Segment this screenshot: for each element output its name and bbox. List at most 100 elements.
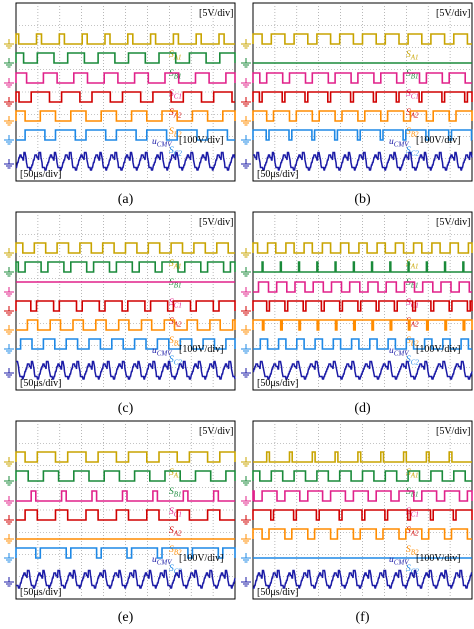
channel-label-subscript: A1: [410, 54, 419, 62]
channel-label-subscript: A2: [173, 321, 182, 329]
ground-icon: [4, 58, 14, 68]
trace-s-c1: [252, 72, 472, 84]
ground-icon: [4, 39, 14, 49]
channel-label: SC2: [406, 355, 419, 367]
channel-label: SA2: [406, 108, 419, 120]
panel-caption: (c): [118, 401, 134, 416]
channel-label-subscript: B1: [174, 491, 182, 499]
channel-label-main: S: [169, 526, 174, 536]
voltage-scale-label: [5V/div]: [199, 217, 233, 228]
channel-label: SC1: [406, 89, 419, 101]
channel-label-subscript: CMV: [157, 141, 173, 149]
channel-label-subscript: CMV: [394, 141, 410, 149]
trace-s-c1: [16, 490, 235, 502]
trace-s-b1: [252, 470, 472, 482]
ground-icon: [241, 344, 251, 354]
channel-label: uCMV: [389, 555, 409, 567]
trace-s-b1: [15, 261, 236, 273]
trace-s-a2: [15, 300, 236, 312]
voltage-scale-label: [5V/div]: [199, 8, 233, 19]
channel-label-subscript: CMV: [157, 350, 173, 358]
ground-icon: [241, 515, 251, 525]
channel-label-main: S: [406, 127, 411, 137]
voltage-scale-label: [5V/div]: [199, 426, 233, 437]
trace-s-b2: [252, 528, 472, 540]
ground-icon: [4, 78, 14, 88]
channel-label-subscript: B2: [411, 340, 419, 348]
ground-icon: [241, 553, 251, 563]
cmv-scale-label: [100V/div]: [179, 135, 223, 146]
channel-label-subscript: A1: [173, 263, 182, 271]
ground-icon: [241, 325, 251, 335]
trace-s-c2: [252, 129, 473, 141]
trace-s-b1: [15, 52, 236, 64]
channel-label-main: u: [152, 555, 157, 565]
ground-icon: [4, 476, 14, 486]
channel-label-main: S: [406, 278, 411, 288]
ground-icon: [241, 78, 251, 88]
channel-label-subscript: B2: [411, 549, 419, 557]
channel-label-subscript: C2: [411, 359, 420, 367]
panel-caption: (e): [118, 610, 134, 625]
ground-icon: [241, 534, 251, 544]
channel-label-main: S: [406, 50, 411, 60]
trace-s-b2: [15, 110, 236, 122]
channel-label: SA1: [169, 468, 182, 480]
ground-icon: [4, 534, 14, 544]
channel-label-main: S: [169, 507, 174, 517]
ground-icon: [241, 135, 251, 145]
time-scale-label: [50μs/div]: [20, 587, 61, 598]
ground-icon: [241, 287, 251, 297]
voltage-scale-label: [5V/div]: [436, 8, 470, 19]
ground-icon: [241, 577, 251, 587]
channel-label-main: S: [169, 468, 174, 478]
channel-label-main: u: [389, 346, 394, 356]
ground-icon: [4, 97, 14, 107]
channel-label-subscript: A1: [410, 263, 419, 271]
channel-label: SB2: [406, 127, 419, 139]
channel-label-subscript: B2: [174, 340, 182, 348]
trace-s-b2: [252, 110, 473, 122]
scope-panel-5: SA1SB1SC1SA2SB2SC2uCMV[5V/div][100V/div]…: [4, 420, 236, 625]
channel-label-subscript: C1: [174, 93, 182, 101]
channel-label: SC2: [169, 355, 182, 367]
channel-label-main: S: [406, 526, 411, 536]
channel-label-main: S: [406, 564, 411, 574]
ground-icon: [241, 267, 251, 277]
trace-u-cmv: [15, 151, 236, 171]
ground-icon: [241, 368, 251, 378]
channel-label-main: S: [406, 146, 411, 156]
channel-label: SC2: [169, 564, 182, 576]
trace-s-c2: [16, 338, 236, 350]
channel-label-main: u: [389, 137, 394, 147]
channel-label-subscript: CMV: [394, 559, 410, 567]
voltage-scale-label: [5V/div]: [436, 217, 470, 228]
scope-panel-1: SA1SB1SC1SA2SB2SC2uCMV[5V/div][100V/div]…: [4, 2, 236, 207]
channel-label: SC2: [169, 146, 182, 158]
channel-label-subscript: B1: [411, 491, 419, 499]
time-scale-label: [50μs/div]: [257, 169, 298, 180]
channel-label-main: S: [406, 355, 411, 365]
trace-s-b1: [253, 261, 472, 273]
panel-caption: (d): [354, 401, 371, 416]
channel-label: SB2: [169, 545, 182, 557]
trace-s-a2: [16, 509, 235, 521]
trace-s-a2: [15, 91, 235, 103]
channel-label-main: S: [169, 259, 174, 269]
channel-label-main: S: [169, 298, 174, 308]
channel-label-main: S: [169, 317, 174, 327]
channel-label-main: S: [169, 146, 174, 156]
channel-label-main: S: [169, 127, 174, 137]
channel-label-subscript: A2: [410, 321, 419, 329]
channel-label-subscript: C2: [411, 150, 420, 158]
time-scale-label: [50μs/div]: [257, 587, 298, 598]
channel-label-main: S: [406, 545, 411, 555]
channel-label-main: S: [169, 108, 174, 118]
cmv-scale-label: [100V/div]: [179, 344, 223, 355]
ground-icon: [4, 267, 14, 277]
channel-label: SA2: [406, 526, 419, 538]
channel-label-main: S: [169, 336, 174, 346]
channel-label-subscript: CMV: [157, 559, 173, 567]
channel-label-main: S: [169, 487, 174, 497]
ground-icon: [4, 135, 14, 145]
